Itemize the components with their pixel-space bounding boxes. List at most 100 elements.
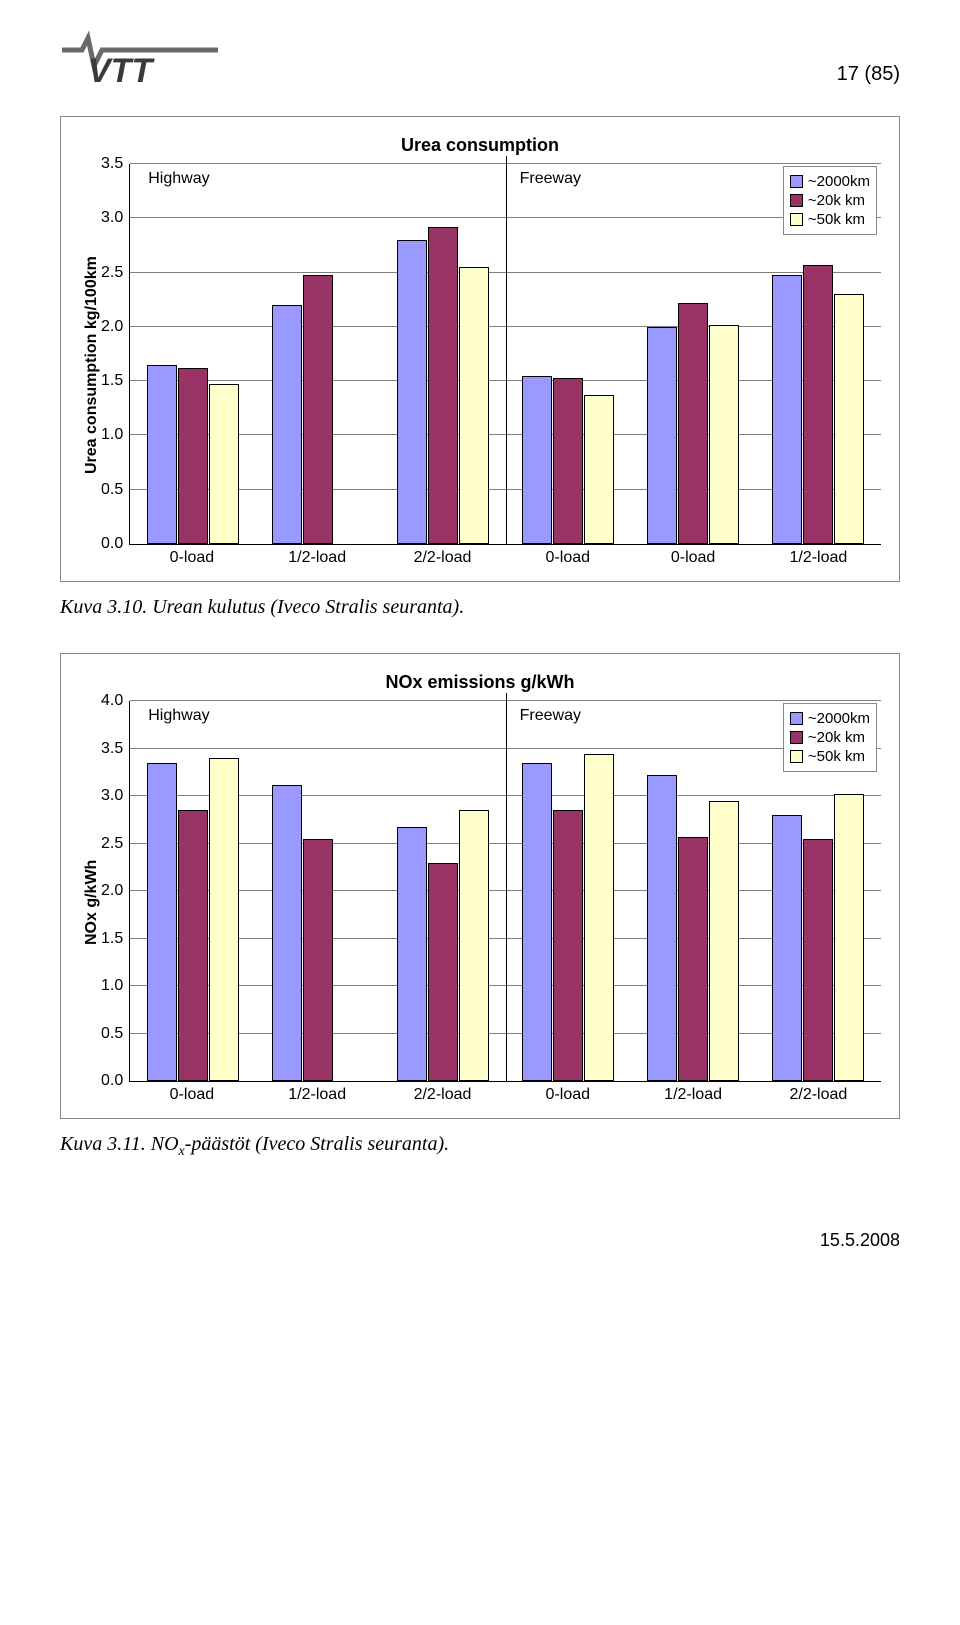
section-note-right: Freeway bbox=[520, 170, 581, 188]
ytick: 1.0 bbox=[101, 427, 123, 443]
xlabel: 0-load bbox=[505, 549, 630, 567]
bar bbox=[553, 810, 583, 1081]
legend-item: ~2000km bbox=[790, 710, 870, 727]
bar bbox=[553, 378, 583, 544]
xlabel: 2/2-load bbox=[380, 549, 505, 567]
section-separator bbox=[506, 693, 508, 1081]
section-note-right: Freeway bbox=[520, 707, 581, 725]
ytick: 3.0 bbox=[101, 210, 123, 226]
legend-label: ~20k km bbox=[808, 729, 865, 746]
legend-swatch bbox=[790, 712, 803, 725]
bar bbox=[428, 863, 458, 1082]
bar bbox=[647, 327, 677, 544]
chart2-ylabel: NOx g/kWh bbox=[79, 701, 101, 1104]
ytick: 1.5 bbox=[101, 373, 123, 389]
legend-swatch bbox=[790, 731, 803, 744]
ytick: 4.0 bbox=[101, 693, 123, 709]
xlabel: 1/2-load bbox=[756, 549, 881, 567]
xlabel: 0-load bbox=[129, 549, 254, 567]
logo-text: VTT bbox=[88, 52, 155, 88]
ytick: 2.5 bbox=[101, 836, 123, 852]
legend-swatch bbox=[790, 175, 803, 188]
bar bbox=[428, 227, 458, 544]
chart2-yaxis: 4.03.53.02.52.01.51.00.50.0 bbox=[101, 693, 129, 1089]
bar bbox=[522, 763, 552, 1081]
legend-label: ~50k km bbox=[808, 211, 865, 228]
document-page: VTT 17 (85) Urea consumption Urea consum… bbox=[0, 0, 960, 1291]
bar bbox=[272, 305, 302, 544]
bar bbox=[678, 837, 708, 1081]
bar bbox=[834, 794, 864, 1081]
xlabel: 1/2-load bbox=[630, 1086, 755, 1104]
bar bbox=[584, 754, 614, 1081]
legend-swatch bbox=[790, 213, 803, 226]
ytick: 1.5 bbox=[101, 931, 123, 947]
legend: ~2000km ~20k km ~50k km bbox=[783, 166, 877, 235]
ytick: 0.5 bbox=[101, 1026, 123, 1042]
bar-group bbox=[130, 164, 255, 544]
xlabel: 2/2-load bbox=[380, 1086, 505, 1104]
bar bbox=[272, 785, 302, 1081]
chart1-yaxis: 3.5 3.0 2.5 2.0 1.5 1.0 0.5 0.0 bbox=[101, 156, 129, 552]
bar bbox=[584, 395, 614, 544]
bar bbox=[803, 839, 833, 1081]
bar-group bbox=[631, 164, 756, 544]
chart1-ylabel: Urea consumption kg/100km bbox=[79, 164, 101, 567]
ytick: 3.0 bbox=[101, 788, 123, 804]
chart1-xlabels: 0-load1/2-load2/2-load0-load0-load1/2-lo… bbox=[129, 549, 881, 567]
chart2-title: NOx emissions g/kWh bbox=[79, 672, 881, 693]
bar bbox=[209, 758, 239, 1081]
bar bbox=[709, 325, 739, 544]
legend-swatch bbox=[790, 750, 803, 763]
footer-date: 15.5.2008 bbox=[60, 1230, 900, 1251]
bar-group bbox=[506, 164, 631, 544]
legend: ~2000km ~20k km ~50k km bbox=[783, 703, 877, 772]
ytick: 0.0 bbox=[101, 1073, 123, 1089]
legend-label: ~20k km bbox=[808, 192, 865, 209]
ytick: 2.0 bbox=[101, 319, 123, 335]
chart2-plot: HighwayFreeway~2000km~20k km~50k km bbox=[129, 701, 881, 1082]
caption-1: Kuva 3.10. Urean kulutus (Iveco Stralis … bbox=[60, 596, 900, 619]
bar bbox=[459, 267, 489, 544]
legend-item: ~20k km bbox=[790, 192, 870, 209]
legend-item: ~50k km bbox=[790, 211, 870, 228]
bar bbox=[522, 376, 552, 544]
bar-group bbox=[255, 701, 380, 1081]
legend-swatch bbox=[790, 194, 803, 207]
ytick: 3.5 bbox=[101, 156, 123, 172]
bar bbox=[147, 365, 177, 544]
ytick: 3.5 bbox=[101, 741, 123, 757]
bar bbox=[772, 275, 802, 544]
xlabel: 1/2-load bbox=[255, 1086, 380, 1104]
ytick: 2.5 bbox=[101, 265, 123, 281]
xlabel: 0-load bbox=[630, 549, 755, 567]
bar bbox=[178, 368, 208, 544]
ytick: 0.5 bbox=[101, 482, 123, 498]
bar bbox=[178, 810, 208, 1081]
xlabel: 1/2-load bbox=[255, 549, 380, 567]
bar bbox=[397, 240, 427, 544]
chart1-title: Urea consumption bbox=[79, 135, 881, 156]
ytick: 2.0 bbox=[101, 883, 123, 899]
bar-group bbox=[631, 701, 756, 1081]
legend-item: ~50k km bbox=[790, 748, 870, 765]
chart2-xlabels: 0-load1/2-load2/2-load0-load1/2-load2/2-… bbox=[129, 1086, 881, 1104]
bar-group bbox=[130, 701, 255, 1081]
bar-group bbox=[506, 701, 631, 1081]
bar bbox=[303, 275, 333, 544]
ytick: 0.0 bbox=[101, 536, 123, 552]
bar bbox=[678, 303, 708, 544]
bar bbox=[709, 801, 739, 1081]
bar bbox=[647, 775, 677, 1081]
nox-chart-panel: NOx emissions g/kWh NOx g/kWh 4.0 3.5 3.0 2… bbox=[60, 653, 900, 1119]
legend-item: ~2000km bbox=[790, 173, 870, 190]
section-separator bbox=[506, 156, 508, 544]
legend-item: ~20k km bbox=[790, 729, 870, 746]
legend-label: ~2000km bbox=[808, 710, 870, 727]
bar bbox=[147, 763, 177, 1081]
section-note-left: Highway bbox=[148, 170, 209, 188]
bar bbox=[834, 294, 864, 544]
bar bbox=[209, 384, 239, 544]
bar bbox=[397, 827, 427, 1081]
legend-label: ~2000km bbox=[808, 173, 870, 190]
